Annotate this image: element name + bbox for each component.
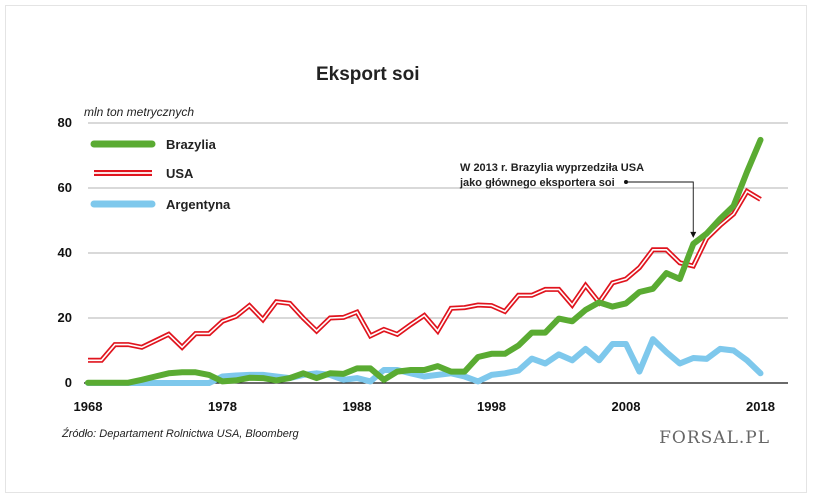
series-line-argentyna xyxy=(85,336,764,386)
x-tick-1988: 1988 xyxy=(343,399,372,414)
x-tick-1998: 1998 xyxy=(477,399,506,414)
forsal-logo: FORSAL.PL xyxy=(659,428,770,448)
y-tick-80: 80 xyxy=(58,115,72,130)
annotation-line-1: W 2013 r. Brazylia wyprzedziła USA xyxy=(460,162,644,174)
source-note: Źródło: Departament Rolnictwa USA, Bloom… xyxy=(61,427,299,440)
annotation-line-2: jako głównego eksportera soi xyxy=(459,177,615,189)
x-tick-1978: 1978 xyxy=(208,399,237,414)
y-axis-label: mln ton metrycznych xyxy=(84,105,194,119)
x-tick-2008: 2008 xyxy=(612,399,641,414)
series-line-usa-inner xyxy=(88,190,761,362)
x-tick-2018: 2018 xyxy=(746,399,775,414)
x-tick-1968: 1968 xyxy=(74,399,103,414)
legend-label-usa: USA xyxy=(166,166,194,181)
series-line-brazylia xyxy=(85,136,764,386)
y-tick-0: 0 xyxy=(65,375,72,390)
legend-label-argentyna: Argentyna xyxy=(166,197,231,212)
annotation-arrowhead xyxy=(690,231,697,238)
annotation-leader xyxy=(626,181,694,236)
chart-frame xyxy=(5,5,807,493)
y-tick-40: 40 xyxy=(58,245,72,260)
y-tick-60: 60 xyxy=(58,180,72,195)
chart-title: Eksport soi xyxy=(316,64,419,85)
series-line-usa xyxy=(88,187,762,363)
legend-label-brazylia: Brazylia xyxy=(166,137,217,152)
y-tick-20: 20 xyxy=(58,310,72,325)
